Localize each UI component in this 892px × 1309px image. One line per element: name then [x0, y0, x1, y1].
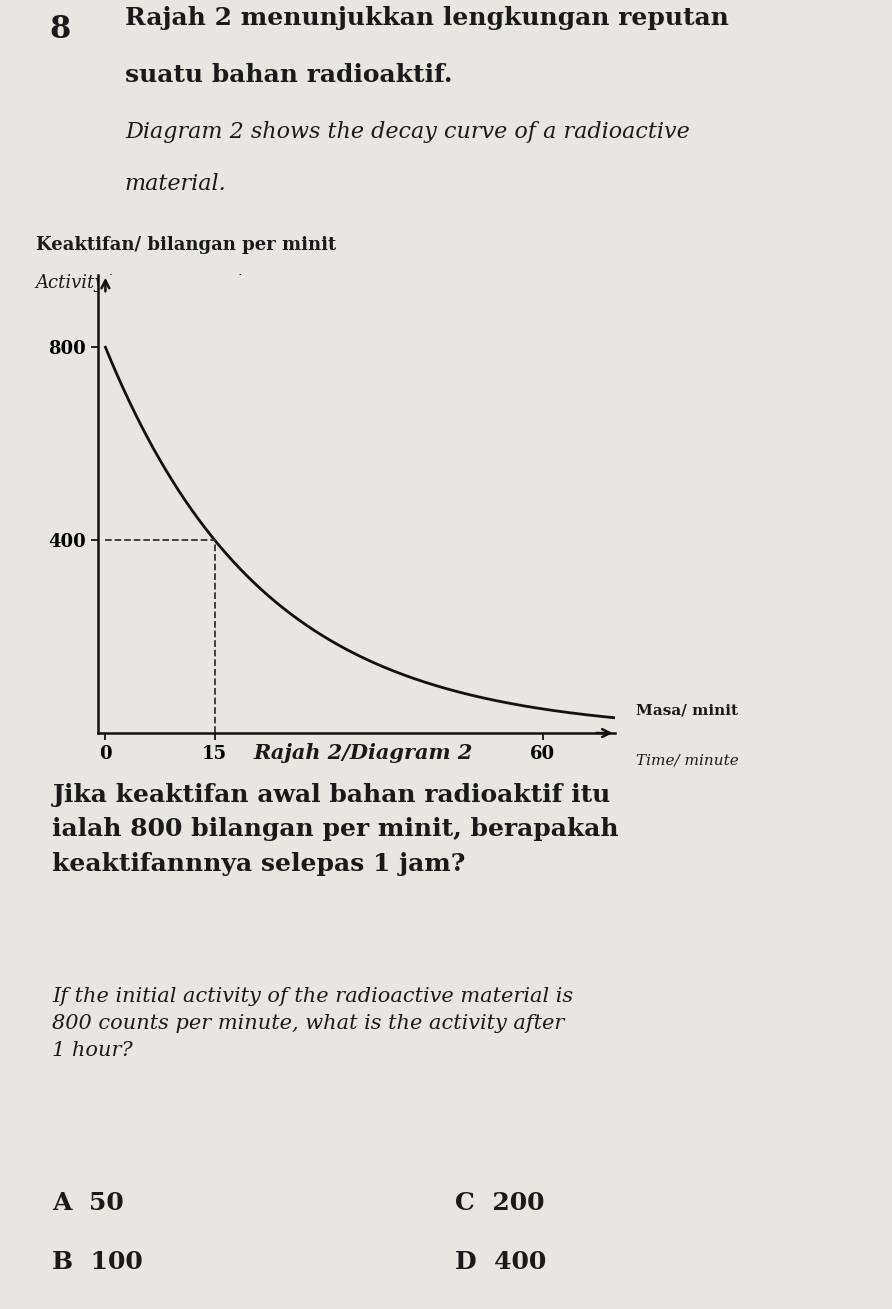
Text: Jika keaktifan awal bahan radioaktif itu
ialah 800 bilangan per minit, berapakah: Jika keaktifan awal bahan radioaktif itu…	[53, 783, 619, 876]
Text: material.: material.	[125, 173, 227, 195]
Text: Activity/ counts per minute: Activity/ counts per minute	[36, 274, 284, 292]
Text: suatu bahan radioaktif.: suatu bahan radioaktif.	[125, 63, 452, 88]
Text: Rajah 2/Diagram 2: Rajah 2/Diagram 2	[253, 742, 473, 763]
Text: Diagram 2 shows the decay curve of a radioactive: Diagram 2 shows the decay curve of a rad…	[125, 120, 690, 143]
Text: Keaktifan/ bilangan per minit: Keaktifan/ bilangan per minit	[36, 236, 336, 254]
Text: If the initial activity of the radioactive material is
800 counts per minute, wh: If the initial activity of the radioacti…	[53, 987, 574, 1060]
Text: 8: 8	[49, 14, 70, 46]
Text: C  200: C 200	[455, 1191, 544, 1215]
Text: Masa/ minit: Masa/ minit	[636, 703, 739, 717]
Text: D  400: D 400	[455, 1250, 546, 1274]
Text: B  100: B 100	[53, 1250, 144, 1274]
Text: Time/ minute: Time/ minute	[636, 754, 739, 767]
Text: Rajah 2 menunjukkan lengkungan reputan: Rajah 2 menunjukkan lengkungan reputan	[125, 5, 729, 30]
Text: A  50: A 50	[53, 1191, 124, 1215]
